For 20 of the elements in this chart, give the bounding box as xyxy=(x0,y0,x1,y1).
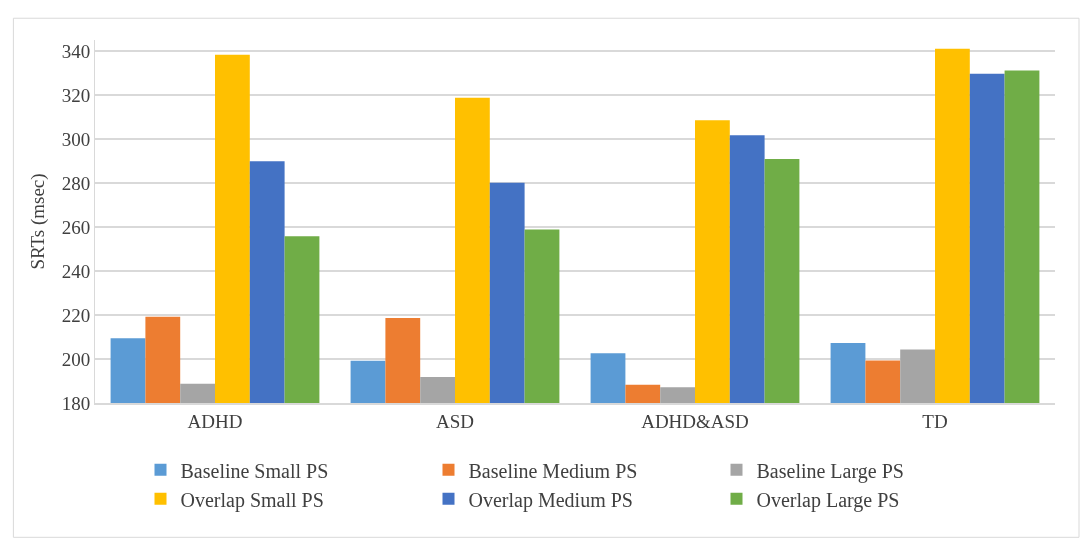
y-tick-label: 220 xyxy=(61,304,91,326)
x-tick-label: TD xyxy=(922,410,948,432)
y-tick-label: 340 xyxy=(61,40,91,62)
legend-label: Baseline Small PS xyxy=(180,459,329,482)
y-tick-label: 240 xyxy=(61,260,91,282)
y-tick-label: 180 xyxy=(61,392,91,414)
x-tick-label: ADHD&ASD xyxy=(641,410,749,432)
y-axis-title: SRTs (msec) xyxy=(26,173,49,270)
y-tick-label: 280 xyxy=(61,172,91,194)
legend-label: Overlap Large PS xyxy=(756,488,900,512)
legend-label: Baseline Large PS xyxy=(756,459,904,483)
y-tick-label: 200 xyxy=(61,348,91,370)
y-tick-label: 320 xyxy=(61,84,91,106)
x-tick-label: ADHD xyxy=(187,410,243,432)
legend-label: Overlap Small PS xyxy=(180,488,324,512)
legend-label: Baseline Medium PS xyxy=(468,459,638,482)
y-tick-label: 300 xyxy=(61,128,91,150)
legend-label: Overlap Medium PS xyxy=(468,488,633,512)
y-tick-label: 260 xyxy=(61,216,91,238)
x-tick-label: ASD xyxy=(435,410,475,432)
